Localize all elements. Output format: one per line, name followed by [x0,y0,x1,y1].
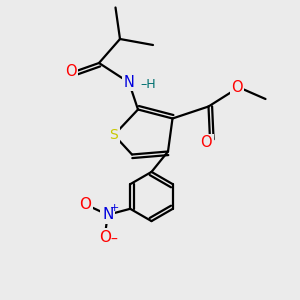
Text: O: O [201,135,212,150]
Text: N: N [102,207,113,222]
Text: O: O [99,230,111,245]
Text: S: S [110,128,118,142]
Text: O: O [79,197,91,212]
Text: N: N [124,75,134,90]
Text: O: O [231,80,243,94]
Text: O: O [65,64,76,80]
Text: +: + [110,203,119,213]
Text: –H: –H [140,77,156,91]
Text: –: – [110,233,117,247]
